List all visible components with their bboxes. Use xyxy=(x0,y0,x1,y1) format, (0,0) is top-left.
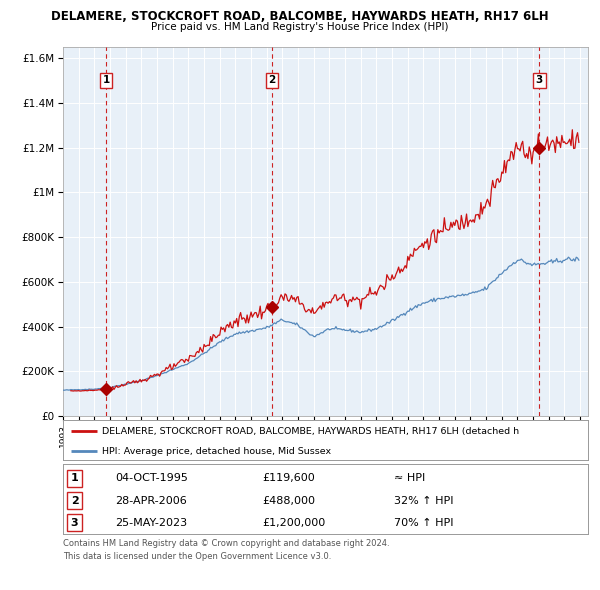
Text: 32% ↑ HPI: 32% ↑ HPI xyxy=(394,496,453,506)
Text: Price paid vs. HM Land Registry's House Price Index (HPI): Price paid vs. HM Land Registry's House … xyxy=(151,22,449,32)
Text: 2: 2 xyxy=(71,496,79,506)
Text: 04-OCT-1995: 04-OCT-1995 xyxy=(115,473,188,483)
Text: 1: 1 xyxy=(103,76,110,86)
Text: This data is licensed under the Open Government Licence v3.0.: This data is licensed under the Open Gov… xyxy=(63,552,331,560)
Text: £1,200,000: £1,200,000 xyxy=(263,518,326,528)
Text: £488,000: £488,000 xyxy=(263,496,316,506)
Text: ≈ HPI: ≈ HPI xyxy=(394,473,425,483)
Text: Contains HM Land Registry data © Crown copyright and database right 2024.: Contains HM Land Registry data © Crown c… xyxy=(63,539,389,548)
Text: 25-MAY-2023: 25-MAY-2023 xyxy=(115,518,188,528)
Text: £119,600: £119,600 xyxy=(263,473,315,483)
Text: 3: 3 xyxy=(536,76,543,86)
Text: 70% ↑ HPI: 70% ↑ HPI xyxy=(394,518,453,528)
Bar xyxy=(63,47,588,416)
Bar xyxy=(63,47,588,416)
Text: HPI: Average price, detached house, Mid Sussex: HPI: Average price, detached house, Mid … xyxy=(103,447,331,456)
Text: DELAMERE, STOCKCROFT ROAD, BALCOMBE, HAYWARDS HEATH, RH17 6LH (detached h: DELAMERE, STOCKCROFT ROAD, BALCOMBE, HAY… xyxy=(103,427,520,436)
Text: 1: 1 xyxy=(71,473,79,483)
Text: 2: 2 xyxy=(268,76,275,86)
Text: 3: 3 xyxy=(71,518,79,528)
Text: 28-APR-2006: 28-APR-2006 xyxy=(115,496,187,506)
Text: DELAMERE, STOCKCROFT ROAD, BALCOMBE, HAYWARDS HEATH, RH17 6LH: DELAMERE, STOCKCROFT ROAD, BALCOMBE, HAY… xyxy=(51,10,549,23)
